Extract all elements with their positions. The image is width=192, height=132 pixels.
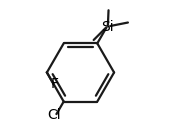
Text: Cl: Cl (47, 107, 61, 122)
Text: F: F (51, 77, 59, 91)
Text: Si: Si (102, 20, 114, 34)
